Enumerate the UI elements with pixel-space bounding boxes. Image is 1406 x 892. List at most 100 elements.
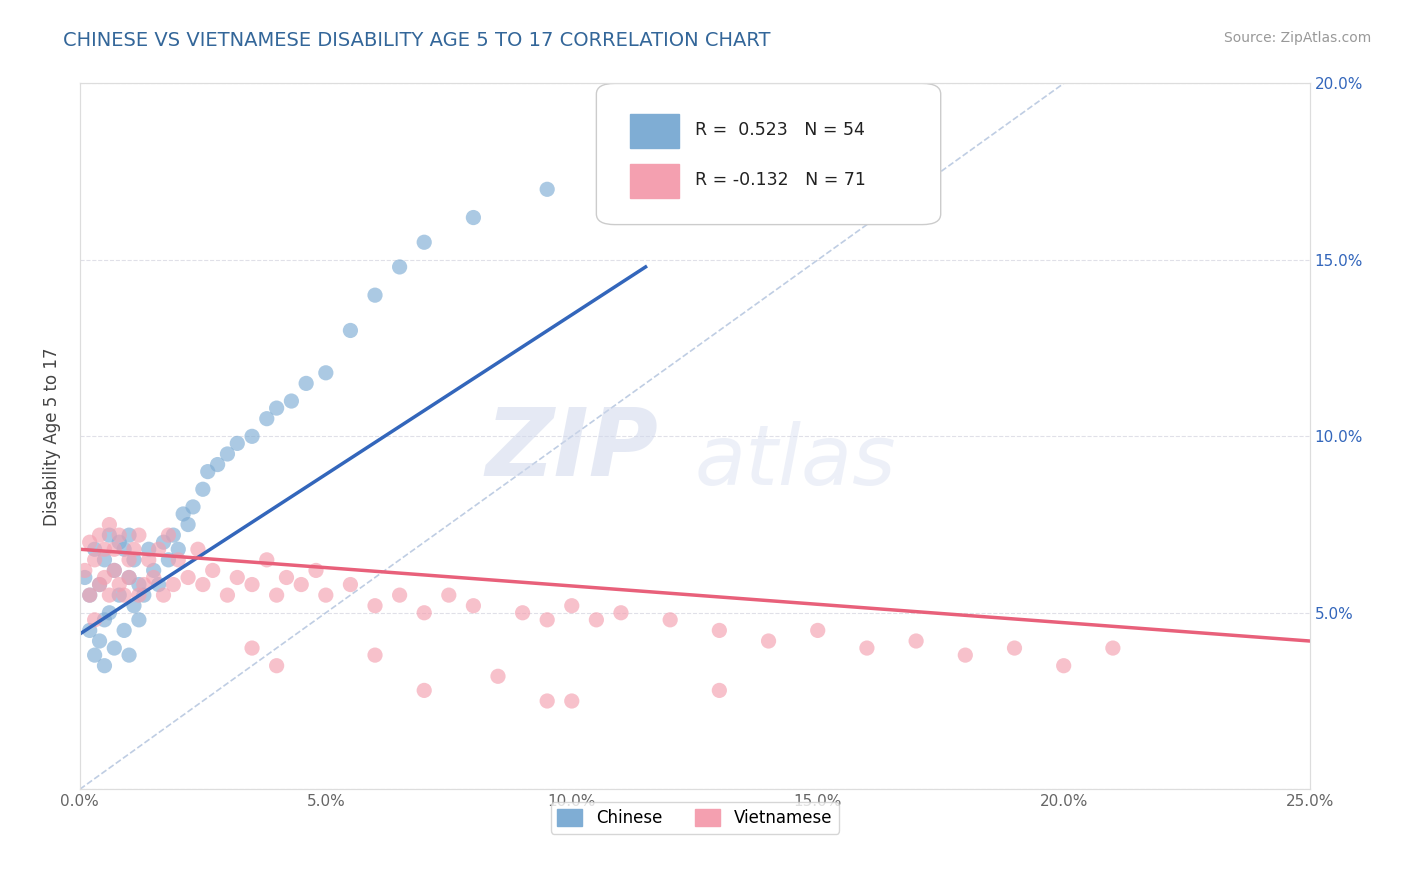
Point [79,588,101,602]
Point [167,542,190,557]
Point [108,577,131,591]
Point [103,563,125,577]
Point [413,606,436,620]
Point [177,517,200,532]
Point [162,528,184,542]
Point [709,624,731,638]
Point [79,588,101,602]
Point [226,570,249,584]
Point [148,577,170,591]
Point [128,577,150,591]
Point [437,588,460,602]
Text: R =  0.523   N = 54: R = 0.523 N = 54 [695,121,865,139]
Bar [630,114,679,148]
Point [217,588,239,602]
Point [138,553,160,567]
Point [536,613,558,627]
Point [142,563,165,577]
Point [266,588,288,602]
Point [132,577,155,591]
Point [108,535,131,549]
Point [256,411,278,425]
Point [364,599,387,613]
Point [486,669,509,683]
Point [128,588,150,602]
Text: R = -0.132   N = 71: R = -0.132 N = 71 [695,171,866,189]
Point [89,528,111,542]
Point [89,577,111,591]
Point [256,553,278,567]
Point [93,570,115,584]
Point [108,528,131,542]
Point [93,613,115,627]
Point [93,658,115,673]
Point [103,563,125,577]
Point [112,588,135,602]
Point [191,577,214,591]
Point [339,577,361,591]
Point [1053,658,1076,673]
Point [1004,641,1026,656]
Point [217,447,239,461]
Point [79,624,101,638]
Point [280,394,302,409]
Point [1102,641,1125,656]
Point [83,613,105,627]
Point [93,553,115,567]
Point [463,599,485,613]
Text: ZIP: ZIP [485,404,658,497]
Point [167,553,190,567]
Point [413,683,436,698]
Point [172,507,194,521]
Point [73,563,96,577]
Point [118,570,141,584]
Point [122,542,145,557]
Point [197,465,219,479]
Point [89,634,111,648]
Point [152,588,174,602]
Point [536,182,558,196]
Point [152,535,174,549]
Point [83,553,105,567]
Point [388,588,411,602]
Point [122,553,145,567]
Point [758,634,780,648]
Point [364,288,387,302]
Point [79,535,101,549]
Point [463,211,485,225]
Point [103,641,125,656]
Point [266,658,288,673]
Point [98,528,121,542]
Bar [630,164,679,198]
Point [709,683,731,698]
Legend: Chinese, Vietnamese: Chinese, Vietnamese [551,802,839,834]
Point [118,648,141,662]
Point [118,553,141,567]
Point [98,606,121,620]
Point [93,542,115,557]
Point [73,570,96,584]
Point [226,436,249,450]
Point [89,577,111,591]
Text: atlas: atlas [695,420,897,501]
Text: Source: ZipAtlas.com: Source: ZipAtlas.com [1223,31,1371,45]
Point [295,376,318,391]
Point [905,634,928,648]
Point [955,648,977,662]
Point [181,500,204,514]
Point [187,542,209,557]
Point [118,570,141,584]
Point [276,570,298,584]
Point [305,563,328,577]
Point [290,577,312,591]
Point [339,323,361,337]
Point [148,542,170,557]
Point [112,624,135,638]
Point [128,528,150,542]
Point [561,599,583,613]
Point [142,570,165,584]
Point [659,613,682,627]
Point [157,528,180,542]
Text: CHINESE VS VIETNAMESE DISABILITY AGE 5 TO 17 CORRELATION CHART: CHINESE VS VIETNAMESE DISABILITY AGE 5 T… [63,31,770,50]
Point [240,429,263,443]
